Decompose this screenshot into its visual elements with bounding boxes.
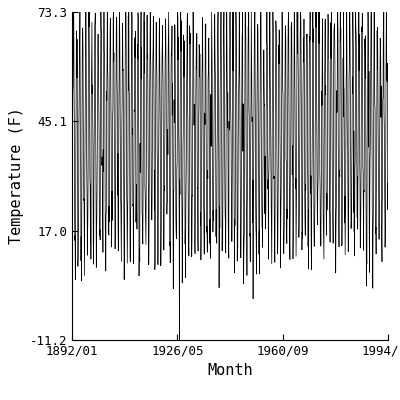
X-axis label: Month: Month <box>207 364 253 378</box>
Y-axis label: Temperature (F): Temperature (F) <box>9 108 24 244</box>
